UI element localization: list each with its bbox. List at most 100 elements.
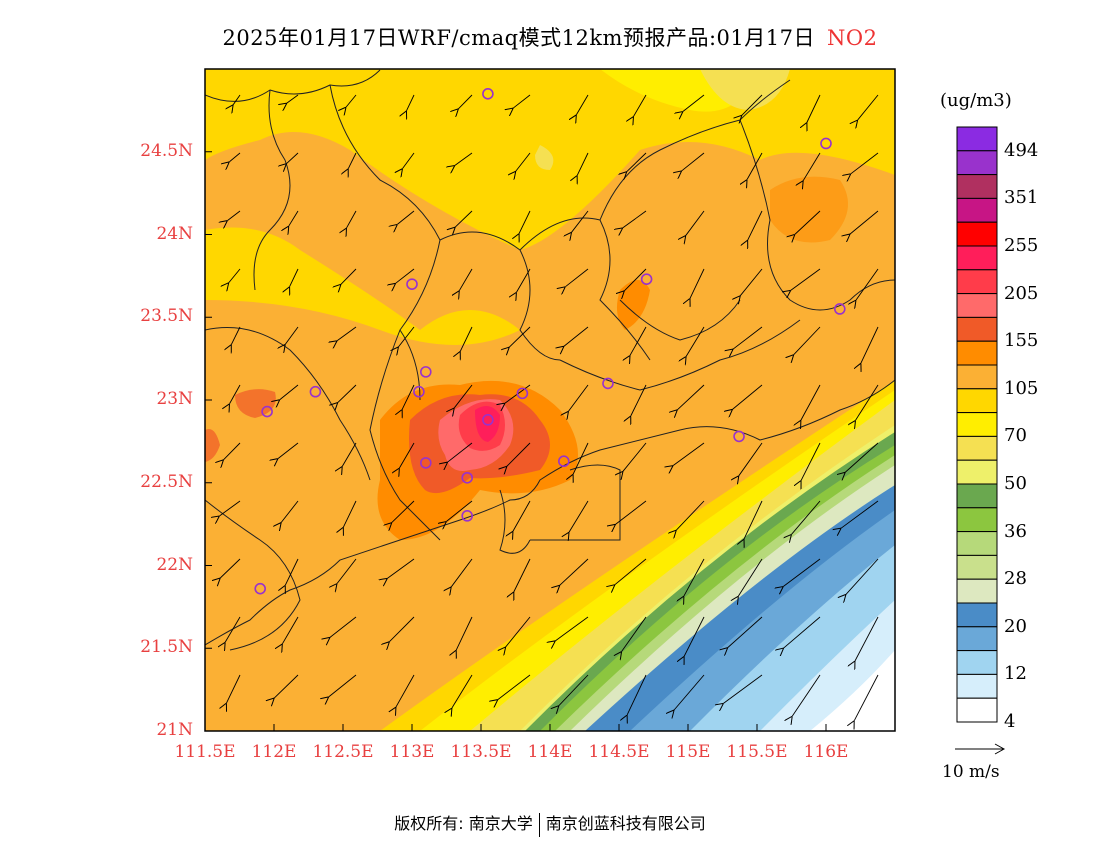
lon-label: 113.5E — [450, 742, 512, 762]
colorbar-swatch — [956, 388, 998, 414]
wind-vector — [516, 152, 531, 171]
wind-vector — [803, 152, 821, 181]
station-marker — [254, 582, 267, 595]
wind-vector — [289, 210, 299, 226]
lat-label: 21.5N — [140, 637, 193, 658]
copyright-left: 版权所有: 南京大学 — [394, 814, 533, 833]
wind-vector — [406, 94, 415, 111]
wind-vector — [342, 442, 357, 466]
wind-vector — [846, 558, 879, 594]
wind-vector — [841, 500, 879, 528]
wind-vector — [744, 500, 763, 539]
wind-vector — [627, 152, 647, 172]
wind-vector — [686, 326, 705, 356]
wind-vector — [565, 268, 589, 287]
station-marker — [413, 385, 425, 398]
wind-vector — [451, 558, 473, 587]
colorbar-label: 494 — [1004, 139, 1039, 161]
lat-label: 21N — [156, 720, 193, 740]
colorbar-swatch — [956, 626, 998, 652]
wind-vector — [615, 500, 647, 524]
wind-vector — [858, 94, 879, 120]
colorbar-swatch — [956, 602, 998, 628]
wind-vector — [455, 152, 473, 166]
wind-vector — [460, 326, 473, 351]
lon-label: 111.5E — [174, 742, 236, 762]
axis-ticks — [204, 151, 827, 732]
lon-label: 115E — [665, 742, 711, 762]
colorbar-label: 105 — [1004, 377, 1039, 399]
wind-vector — [733, 326, 763, 349]
wind-vector — [560, 558, 589, 585]
wind-vector — [861, 326, 879, 363]
station-marker — [419, 366, 432, 378]
wind-vector — [454, 384, 473, 408]
wind-vector — [615, 558, 647, 585]
lon-label: 113E — [389, 742, 435, 762]
wind-vector — [630, 326, 647, 355]
wind-vector — [732, 384, 763, 409]
wind-vector — [329, 674, 357, 697]
colorbar-swatch — [956, 269, 998, 295]
wind-vector — [337, 326, 357, 341]
wind-vector — [519, 210, 531, 234]
lat-label: 22N — [156, 554, 193, 575]
wind-vector — [568, 384, 589, 411]
station-marker — [640, 273, 653, 285]
lat-label: 23.5N — [140, 306, 193, 327]
wind-vector — [801, 384, 821, 420]
wind-vector — [748, 210, 763, 240]
wind-vector — [690, 268, 705, 298]
colorbar-label: 351 — [1004, 187, 1039, 209]
wind-vector — [223, 442, 241, 460]
wind-vector — [506, 616, 531, 647]
wind-vector — [576, 94, 589, 115]
wind-vector — [791, 268, 821, 290]
colorbar-swatch — [956, 221, 998, 247]
wind-vector — [631, 384, 647, 416]
wind-vector — [627, 674, 647, 715]
colorbar-swatch — [956, 650, 998, 675]
wind-vector — [673, 442, 705, 466]
wind-vector — [677, 384, 705, 410]
wind-vector — [513, 94, 531, 108]
wind-vector — [682, 152, 705, 171]
wind-vector — [795, 210, 821, 234]
wind-vector — [807, 94, 821, 123]
wind-vector — [346, 210, 357, 228]
wind-vector — [389, 616, 415, 642]
wind-vector — [507, 442, 531, 466]
station-marker — [820, 137, 832, 150]
wind-vector — [747, 152, 763, 180]
wind-vector — [274, 674, 299, 698]
colorbar-swatch — [956, 673, 998, 699]
wind-vector — [564, 326, 589, 346]
wind-vector — [684, 558, 705, 596]
wind-vector — [448, 442, 473, 462]
wind-vector — [446, 500, 473, 522]
wind-vector — [290, 268, 299, 287]
wind-vector — [456, 616, 473, 650]
colorbar-swatch — [956, 150, 998, 176]
wind-vector — [231, 326, 241, 345]
lon-label: 112.5E — [312, 742, 374, 762]
wind-vector — [850, 210, 879, 234]
wind-vector — [341, 268, 357, 284]
wind-vector — [337, 558, 357, 584]
station-marker — [309, 385, 322, 398]
map-title: 2025年01月17日WRF/cmaq模式12km预报产品:01月17日 NO2 — [0, 22, 1100, 52]
station-marker — [461, 510, 474, 522]
colorbar-swatch — [956, 197, 998, 223]
wind-vector — [855, 616, 879, 661]
wind-vector — [622, 616, 647, 652]
station-markers — [254, 88, 846, 595]
wind-vector — [399, 442, 415, 468]
wind-vector — [396, 674, 415, 707]
wind-vector — [801, 442, 821, 481]
colorbar-swatch — [956, 483, 998, 509]
station-marker — [482, 414, 494, 426]
wind-vector — [402, 384, 415, 409]
wind-vector — [855, 384, 879, 420]
wind-vector — [286, 152, 299, 164]
wind-vector — [624, 268, 647, 291]
